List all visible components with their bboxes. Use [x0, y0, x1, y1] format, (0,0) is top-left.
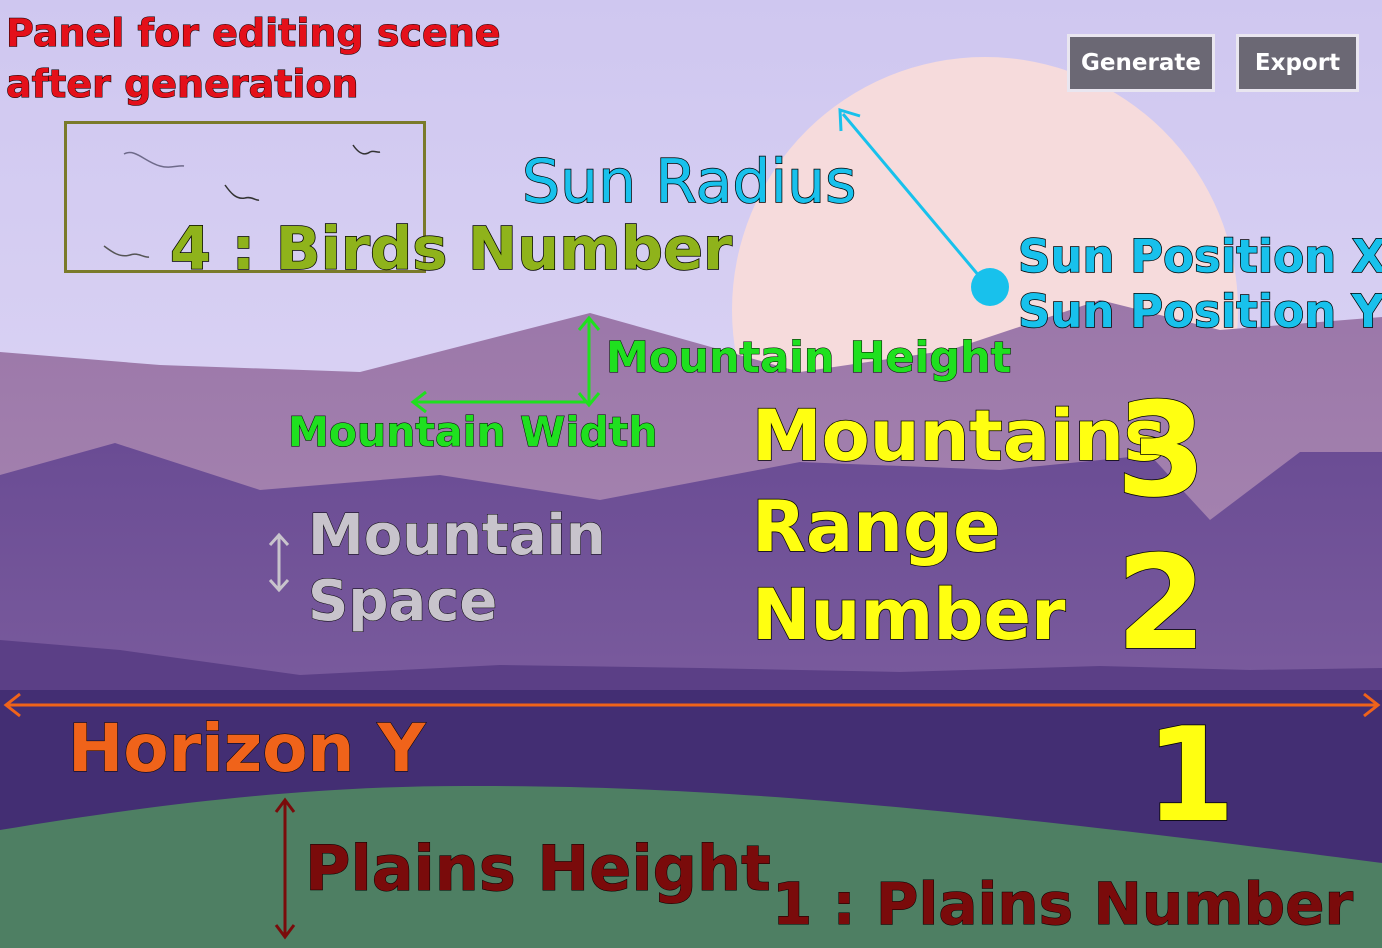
mountain-height-label: Mountain Height	[605, 333, 1012, 383]
range-number-3: 3	[1115, 374, 1207, 526]
sun-radius-arrow	[841, 113, 987, 284]
bird-icon	[224, 184, 260, 201]
plains-1	[0, 785, 1382, 948]
sun-position-y-label: Sun Position Y	[1017, 285, 1382, 338]
mountains-range-label-line3: Number	[751, 574, 1066, 656]
plains-number-label: 1 : Plains Number	[771, 870, 1354, 938]
generate-button[interactable]: Generate	[1067, 34, 1215, 92]
sun-radius-label: Sun Radius	[521, 147, 857, 217]
panel-title-line2: after generation	[6, 62, 360, 106]
bird-icon	[123, 151, 185, 168]
sun-position-x-label: Sun Position X	[1017, 230, 1382, 283]
mountains-range-label-line1: Mountains	[751, 395, 1166, 477]
panel-title-line1: Panel for editing scene	[6, 11, 502, 55]
mountain-width-label: Mountain Width	[288, 408, 659, 456]
birds-number-label: 4 : Birds Number	[169, 214, 733, 283]
range-number-2: 2	[1115, 527, 1207, 679]
bird-icon	[352, 144, 381, 155]
mountain-space-label-line2: Space	[307, 569, 498, 634]
mountain-space-label-line1: Mountain	[308, 503, 607, 568]
range-number-1: 1	[1144, 699, 1236, 851]
bird-icon	[103, 245, 150, 258]
mountains-range-label-line2: Range	[751, 486, 1001, 568]
export-button[interactable]: Export	[1236, 34, 1359, 92]
birds-panel[interactable]	[64, 121, 426, 273]
plains-height-label: Plains Height	[305, 832, 772, 905]
sun-position-handle	[971, 268, 1009, 306]
horizon-y-label: Horizon Y	[67, 710, 426, 787]
